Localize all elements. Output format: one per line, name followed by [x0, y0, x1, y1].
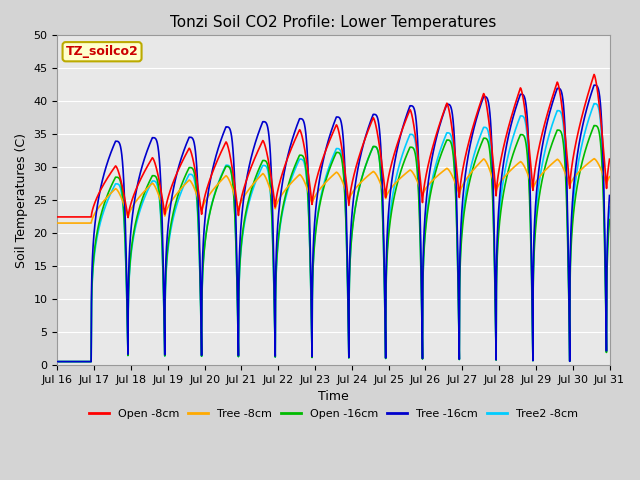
Tree -16cm [488, 158, 496, 164]
Tree -16cm [457, 221, 465, 227]
Tree -8cm [313, 191, 321, 196]
Tree -8cm [427, 180, 435, 185]
Tree -8cm [153, 187, 161, 192]
Legend: Open -8cm, Tree -8cm, Open -16cm, Tree -16cm, Tree2 -8cm: Open -8cm, Tree -8cm, Open -16cm, Tree -… [85, 405, 582, 423]
Line: Tree2 -8cm: Tree2 -8cm [58, 104, 609, 361]
Tree2 -8cm [488, 181, 496, 187]
Tree -8cm [605, 175, 612, 181]
Tree -8cm [488, 175, 496, 181]
Open -16cm [605, 216, 613, 222]
Tree -16cm [605, 203, 612, 208]
Tree -8cm [590, 156, 598, 162]
Tree2 -8cm [590, 101, 598, 107]
Tree -16cm [313, 197, 321, 203]
Open -16cm [605, 225, 612, 231]
X-axis label: Time: Time [318, 390, 349, 403]
Line: Open -8cm: Open -8cm [58, 74, 609, 217]
Tree -8cm [605, 174, 613, 180]
Line: Tree -8cm: Tree -8cm [58, 159, 609, 223]
Tree2 -8cm [605, 213, 612, 219]
Open -16cm [54, 359, 61, 364]
Y-axis label: Soil Temperatures (C): Soil Temperatures (C) [15, 132, 28, 268]
Tree -8cm [54, 220, 61, 226]
Open -8cm [458, 176, 465, 182]
Text: TZ_soilco2: TZ_soilco2 [66, 45, 138, 58]
Tree2 -8cm [427, 185, 435, 191]
Tree -16cm [153, 138, 161, 144]
Tree2 -8cm [313, 217, 321, 223]
Open -8cm [605, 156, 613, 162]
Tree -8cm [457, 186, 465, 192]
Line: Open -16cm: Open -16cm [58, 126, 609, 361]
Open -8cm [427, 152, 435, 158]
Open -16cm [427, 191, 435, 196]
Open -16cm [313, 220, 321, 226]
Open -16cm [590, 123, 598, 129]
Open -8cm [489, 152, 497, 158]
Tree -16cm [427, 164, 435, 169]
Tree -16cm [590, 82, 598, 88]
Tree2 -8cm [605, 204, 613, 210]
Open -8cm [153, 167, 161, 172]
Title: Tonzi Soil CO2 Profile: Lower Temperatures: Tonzi Soil CO2 Profile: Lower Temperatur… [170, 15, 497, 30]
Open -16cm [153, 175, 161, 181]
Open -16cm [488, 190, 496, 195]
Line: Tree -16cm: Tree -16cm [58, 85, 609, 361]
Tree2 -8cm [153, 180, 161, 186]
Open -8cm [124, 215, 132, 220]
Open -8cm [590, 72, 598, 77]
Tree2 -8cm [54, 359, 61, 364]
Open -16cm [457, 243, 465, 249]
Open -8cm [54, 214, 61, 220]
Tree -16cm [54, 359, 61, 364]
Open -8cm [313, 175, 321, 180]
Tree -16cm [605, 192, 613, 198]
Tree2 -8cm [457, 237, 465, 243]
Open -8cm [605, 160, 613, 166]
